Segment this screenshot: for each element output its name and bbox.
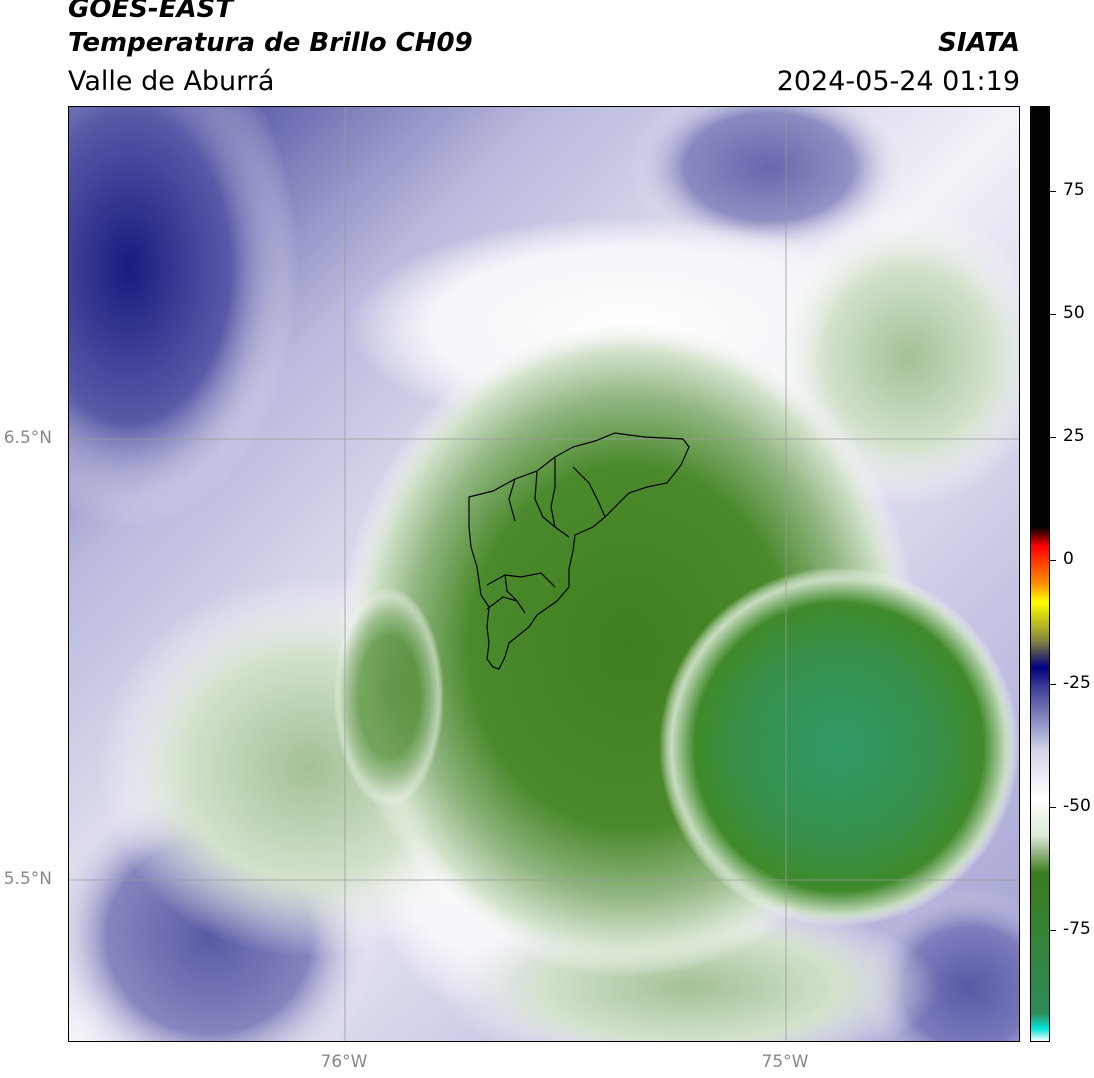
satellite-title: GOES-EAST (68, 0, 234, 24)
organization-label: SIATA (938, 28, 1020, 58)
region-label: Valle de Aburrá (68, 66, 275, 97)
colorbar-tick (1050, 807, 1056, 808)
aburra-valley-boundaries (468, 432, 690, 670)
datetime-label: 2024-05-24 01:19 (776, 66, 1020, 97)
lat-label-5-5n: 5.5°N (3, 869, 52, 889)
colorbar-tick (1050, 930, 1056, 931)
brightness-temperature-map[interactable] (68, 106, 1020, 1042)
product-title: Temperatura de Brillo CH09 (68, 28, 473, 58)
colorbar-label-minus-25: -25 (1063, 673, 1091, 693)
lat-label-6-5n: 6.5°N (3, 428, 52, 448)
colorbar (1030, 106, 1050, 1042)
colorbar-tick (1050, 191, 1056, 192)
colorbar-label-minus-50: -50 (1063, 796, 1091, 816)
colorbar-tick (1050, 684, 1056, 685)
colorbar-label-0: 0 (1063, 549, 1074, 569)
colorbar-label-25: 25 (1063, 426, 1085, 446)
colorbar-tick (1050, 314, 1056, 315)
colorbar-tick (1050, 560, 1056, 561)
lon-label-75w: 75°W (761, 1052, 809, 1072)
lon-label-76w: 76°W (320, 1052, 368, 1072)
colorbar-label-75: 75 (1063, 180, 1085, 200)
colorbar-label-50: 50 (1063, 303, 1085, 323)
colorbar-tick (1050, 437, 1056, 438)
colorbar-label-minus-75: -75 (1063, 919, 1091, 939)
map-canvas (69, 107, 1019, 1041)
